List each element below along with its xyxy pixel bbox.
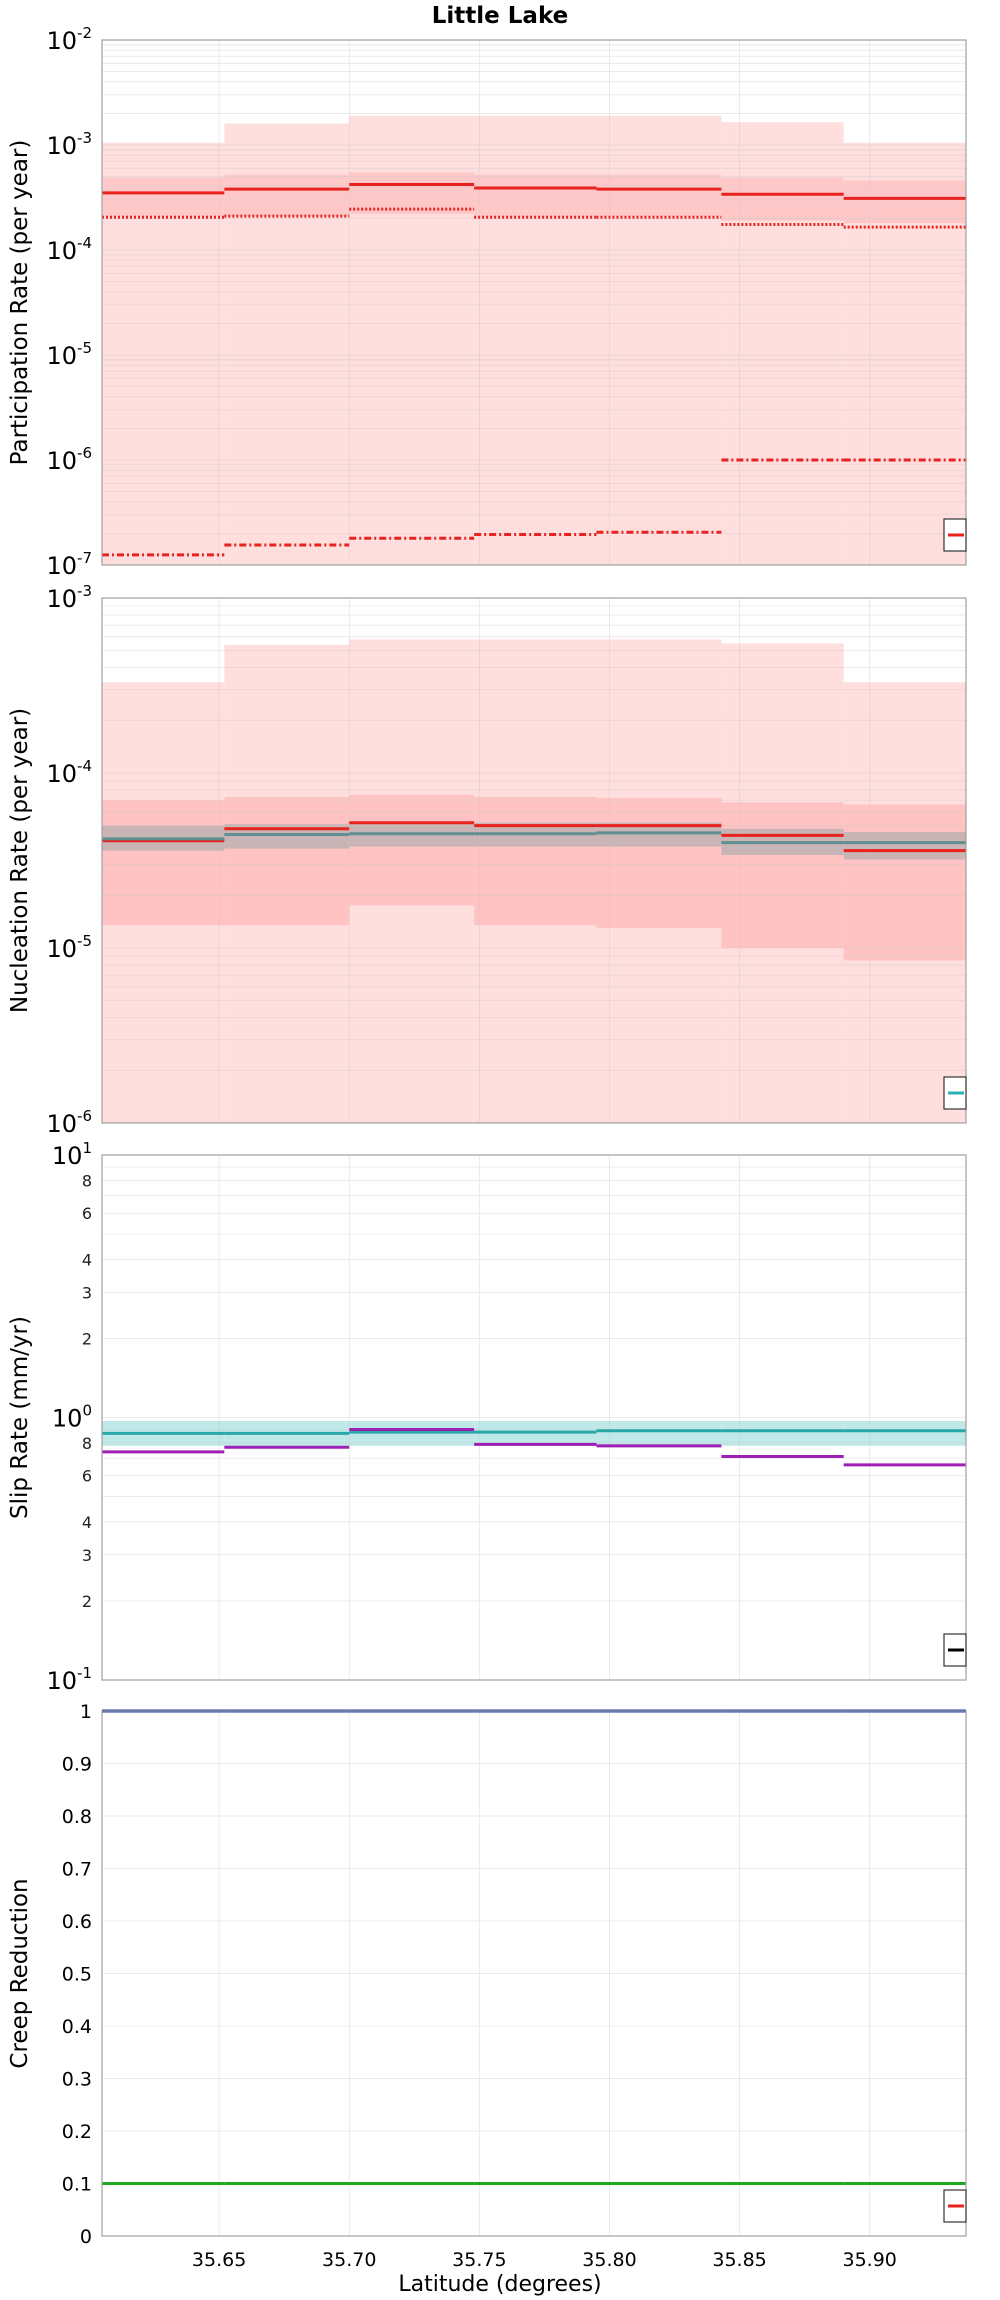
- y-tick-label: 10-4: [46, 234, 92, 265]
- y-minor-tick-label: 8: [82, 1171, 92, 1190]
- y-minor-tick-label: 3: [82, 1283, 92, 1302]
- x-tick-label: 35.65: [192, 2249, 246, 2271]
- y-tick-label: 10-5: [46, 339, 92, 370]
- y-tick-label: 0.2: [62, 2121, 92, 2143]
- y-tick-label: 0.9: [62, 1754, 92, 1776]
- x-tick-label: 35.70: [322, 2249, 376, 2271]
- y-minor-tick-label: 2: [82, 1329, 92, 1348]
- band-0-bin-4: [596, 1420, 722, 1446]
- x-tick-label: 35.85: [712, 2249, 766, 2271]
- plot-area: [102, 1155, 966, 1680]
- y-tick-label: 0.6: [62, 1911, 92, 1933]
- y-tick-label: 0.8: [62, 1806, 92, 1828]
- band-0-bin-5: [721, 1420, 844, 1446]
- y-tick-label: 10-5: [46, 932, 92, 963]
- band-1-bin-5: [721, 802, 844, 948]
- x-tick-label: 35.90: [843, 2249, 897, 2271]
- plot-frame: [101, 597, 967, 1124]
- x-tick-label: 35.75: [452, 2249, 506, 2271]
- panel-participation: 10-7 10-6 10-5 10-4 10-3 10-2 Participation Ra…: [7, 24, 967, 580]
- y-tick-label: 100: [52, 1402, 92, 1433]
- plot-frame: [101, 1710, 967, 2237]
- band-0-bin-6: [843, 1420, 966, 1446]
- y-tick-label: 10-2: [46, 24, 92, 55]
- y-tick-label: 10-3: [46, 582, 92, 613]
- y-tick-label: 10-3: [46, 129, 92, 160]
- y-tick-label: 10-6: [46, 444, 92, 475]
- band-1-bin-3: [474, 174, 597, 217]
- band-1-bin-2: [349, 794, 475, 906]
- y-minor-tick-label: 4: [82, 1513, 92, 1532]
- panel-slip: 10-1 100 101 2 3 4 6 8 2 3 4 6 8 Slip Rate (mm/yr): [7, 1139, 967, 1695]
- y-tick-label: 101: [52, 1139, 92, 1170]
- band-1-bin-4: [596, 174, 722, 217]
- x-tick-label: 35.80: [582, 2249, 636, 2271]
- y-tick-label: 0.1: [62, 2174, 92, 2196]
- y-minor-tick-label: 4: [82, 1250, 92, 1269]
- y-minor-tick-label: 3: [82, 1546, 92, 1565]
- plot-frame: [101, 1154, 967, 1681]
- y-tick-label: 10-7: [46, 549, 92, 580]
- plot-frame: [101, 39, 967, 566]
- panel-nucleation: 10-6 10-5 10-4 10-3 Nucleation Rate (per yea…: [7, 582, 967, 1138]
- band-1-bin-6: [843, 804, 966, 961]
- y-axis-label: Participation Rate (per year): [7, 140, 33, 466]
- y-minor-tick-label: 2: [82, 1592, 92, 1611]
- y-axis-label: Creep Reduction: [7, 1878, 33, 2068]
- band-1-bin-6: [843, 180, 966, 224]
- band-1-bin-3: [474, 796, 597, 926]
- y-tick-label: 0.7: [62, 1859, 92, 1881]
- panels: 10-7 10-6 10-5 10-4 10-3 10-2 Participation Ra…: [7, 24, 967, 2271]
- y-tick-label: 10-6: [46, 1107, 92, 1138]
- band-1-bin-4: [596, 797, 722, 929]
- band-1-bin-0: [102, 177, 225, 217]
- y-axis-label: Nucleation Rate (per year): [7, 708, 33, 1013]
- y-tick-label: 1: [80, 1701, 92, 1723]
- y-tick-label: 0.5: [62, 1964, 92, 1986]
- y-tick-label: 10-4: [46, 757, 92, 788]
- chart-title: Little Lake: [432, 3, 568, 29]
- y-tick-label: 0.3: [62, 2069, 92, 2091]
- y-axis-label: Slip Rate (mm/yr): [7, 1316, 33, 1519]
- plot-area: [102, 1711, 966, 2236]
- y-minor-tick-label: 6: [82, 1204, 92, 1223]
- y-tick-label: 10-1: [46, 1664, 92, 1695]
- band-1-bin-1: [224, 174, 350, 217]
- band-1-bin-2: [349, 172, 475, 215]
- band-2-bin-6: [843, 832, 966, 860]
- y-tick-label: 0.4: [62, 2016, 92, 2038]
- band-1-bin-5: [721, 177, 844, 221]
- x-axis-label: Latitude (degrees): [398, 2272, 601, 2297]
- y-minor-tick-label: 6: [82, 1467, 92, 1486]
- band-2-bin-4: [596, 822, 722, 847]
- panel-creep: 0 0.1 0.2 0.3 0.4 0.5 0.6 0.7 0.8 0.9 1 Creep Reduc…: [7, 1701, 967, 2271]
- y-tick-label: 0: [80, 2226, 92, 2248]
- band-1-bin-0: [102, 800, 225, 926]
- y-minor-tick-label: 8: [82, 1434, 92, 1453]
- band-1-bin-1: [224, 796, 350, 926]
